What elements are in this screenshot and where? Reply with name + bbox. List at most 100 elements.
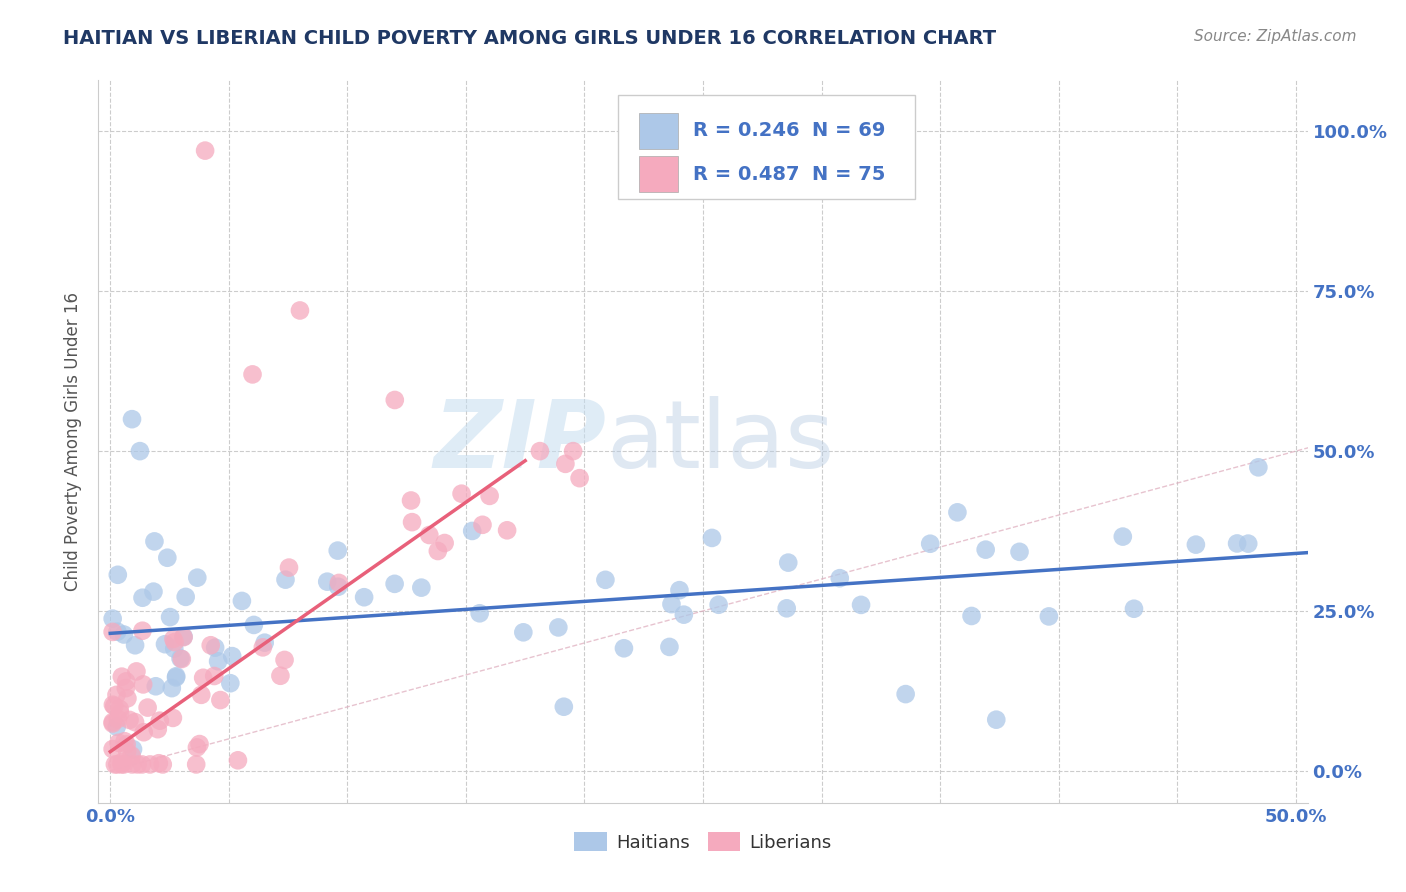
Point bbox=[159, 610, 181, 624]
Point bbox=[672, 607, 695, 622]
Point bbox=[512, 625, 534, 640]
Point bbox=[190, 688, 212, 702]
Point bbox=[105, 720, 128, 734]
Point bbox=[108, 706, 131, 721]
Point bbox=[131, 591, 153, 605]
Point bbox=[163, 635, 186, 649]
Point bbox=[124, 715, 146, 730]
Point bbox=[129, 444, 152, 458]
Point bbox=[162, 711, 184, 725]
Point bbox=[191, 671, 214, 685]
Text: N = 69: N = 69 bbox=[811, 121, 886, 140]
Point bbox=[186, 571, 208, 585]
Point bbox=[207, 654, 229, 668]
Point bbox=[107, 567, 129, 582]
Point bbox=[105, 688, 128, 702]
Point bbox=[103, 699, 125, 714]
Point bbox=[226, 753, 249, 767]
Point bbox=[165, 670, 187, 684]
Point bbox=[110, 757, 132, 772]
Point bbox=[209, 693, 232, 707]
Point bbox=[163, 641, 186, 656]
Point bbox=[173, 630, 195, 644]
Bar bbox=[638, 156, 678, 193]
Point bbox=[112, 757, 135, 772]
Point bbox=[148, 756, 170, 771]
Point bbox=[553, 699, 575, 714]
Point bbox=[136, 700, 159, 714]
Point bbox=[112, 627, 135, 641]
Point bbox=[468, 607, 491, 621]
Point bbox=[115, 681, 138, 695]
Point bbox=[127, 757, 149, 772]
Point bbox=[186, 740, 208, 755]
Point bbox=[1247, 460, 1270, 475]
Point bbox=[115, 674, 138, 689]
Point bbox=[849, 598, 872, 612]
Point bbox=[411, 581, 433, 595]
Point bbox=[562, 444, 585, 458]
Point bbox=[121, 412, 143, 426]
Legend: Haitians, Liberians: Haitians, Liberians bbox=[567, 825, 839, 859]
Point bbox=[595, 573, 617, 587]
FancyBboxPatch shape bbox=[619, 95, 915, 200]
Point bbox=[114, 734, 136, 748]
Point bbox=[554, 457, 576, 471]
Point bbox=[107, 736, 129, 750]
Point bbox=[1008, 545, 1031, 559]
Point bbox=[105, 624, 128, 639]
Point bbox=[986, 713, 1008, 727]
Point bbox=[101, 742, 124, 756]
Point bbox=[122, 742, 145, 756]
Point bbox=[274, 573, 297, 587]
Text: R = 0.246: R = 0.246 bbox=[693, 121, 800, 140]
Point bbox=[162, 632, 184, 646]
Point bbox=[778, 556, 800, 570]
Point bbox=[384, 392, 406, 407]
Point bbox=[107, 712, 129, 726]
Point bbox=[707, 598, 730, 612]
Point bbox=[273, 653, 295, 667]
Point bbox=[115, 745, 138, 759]
Point bbox=[1112, 530, 1135, 544]
Text: atlas: atlas bbox=[606, 395, 835, 488]
Point bbox=[326, 543, 349, 558]
Point bbox=[152, 757, 174, 772]
Point bbox=[661, 597, 683, 611]
Bar bbox=[638, 112, 678, 149]
Point bbox=[173, 630, 195, 644]
Point bbox=[700, 531, 723, 545]
Point bbox=[461, 524, 484, 538]
Point bbox=[121, 748, 143, 763]
Point bbox=[145, 679, 167, 693]
Point bbox=[174, 590, 197, 604]
Point bbox=[328, 580, 350, 594]
Point bbox=[242, 368, 264, 382]
Point bbox=[288, 303, 311, 318]
Point bbox=[131, 624, 153, 638]
Point bbox=[132, 677, 155, 691]
Point bbox=[156, 550, 179, 565]
Point bbox=[920, 537, 942, 551]
Point bbox=[1226, 536, 1249, 550]
Point bbox=[101, 612, 124, 626]
Point bbox=[426, 544, 449, 558]
Point bbox=[613, 641, 636, 656]
Point bbox=[194, 144, 217, 158]
Point bbox=[1185, 538, 1208, 552]
Point bbox=[200, 638, 222, 652]
Point bbox=[1123, 601, 1146, 615]
Point bbox=[219, 676, 242, 690]
Point bbox=[668, 583, 690, 598]
Point bbox=[143, 534, 166, 549]
Point bbox=[894, 687, 917, 701]
Point bbox=[124, 638, 146, 652]
Point bbox=[153, 637, 176, 651]
Point bbox=[547, 620, 569, 634]
Point bbox=[974, 542, 997, 557]
Point bbox=[1038, 609, 1060, 624]
Point bbox=[384, 577, 406, 591]
Text: ZIP: ZIP bbox=[433, 395, 606, 488]
Point bbox=[252, 640, 274, 655]
Point bbox=[165, 669, 187, 683]
